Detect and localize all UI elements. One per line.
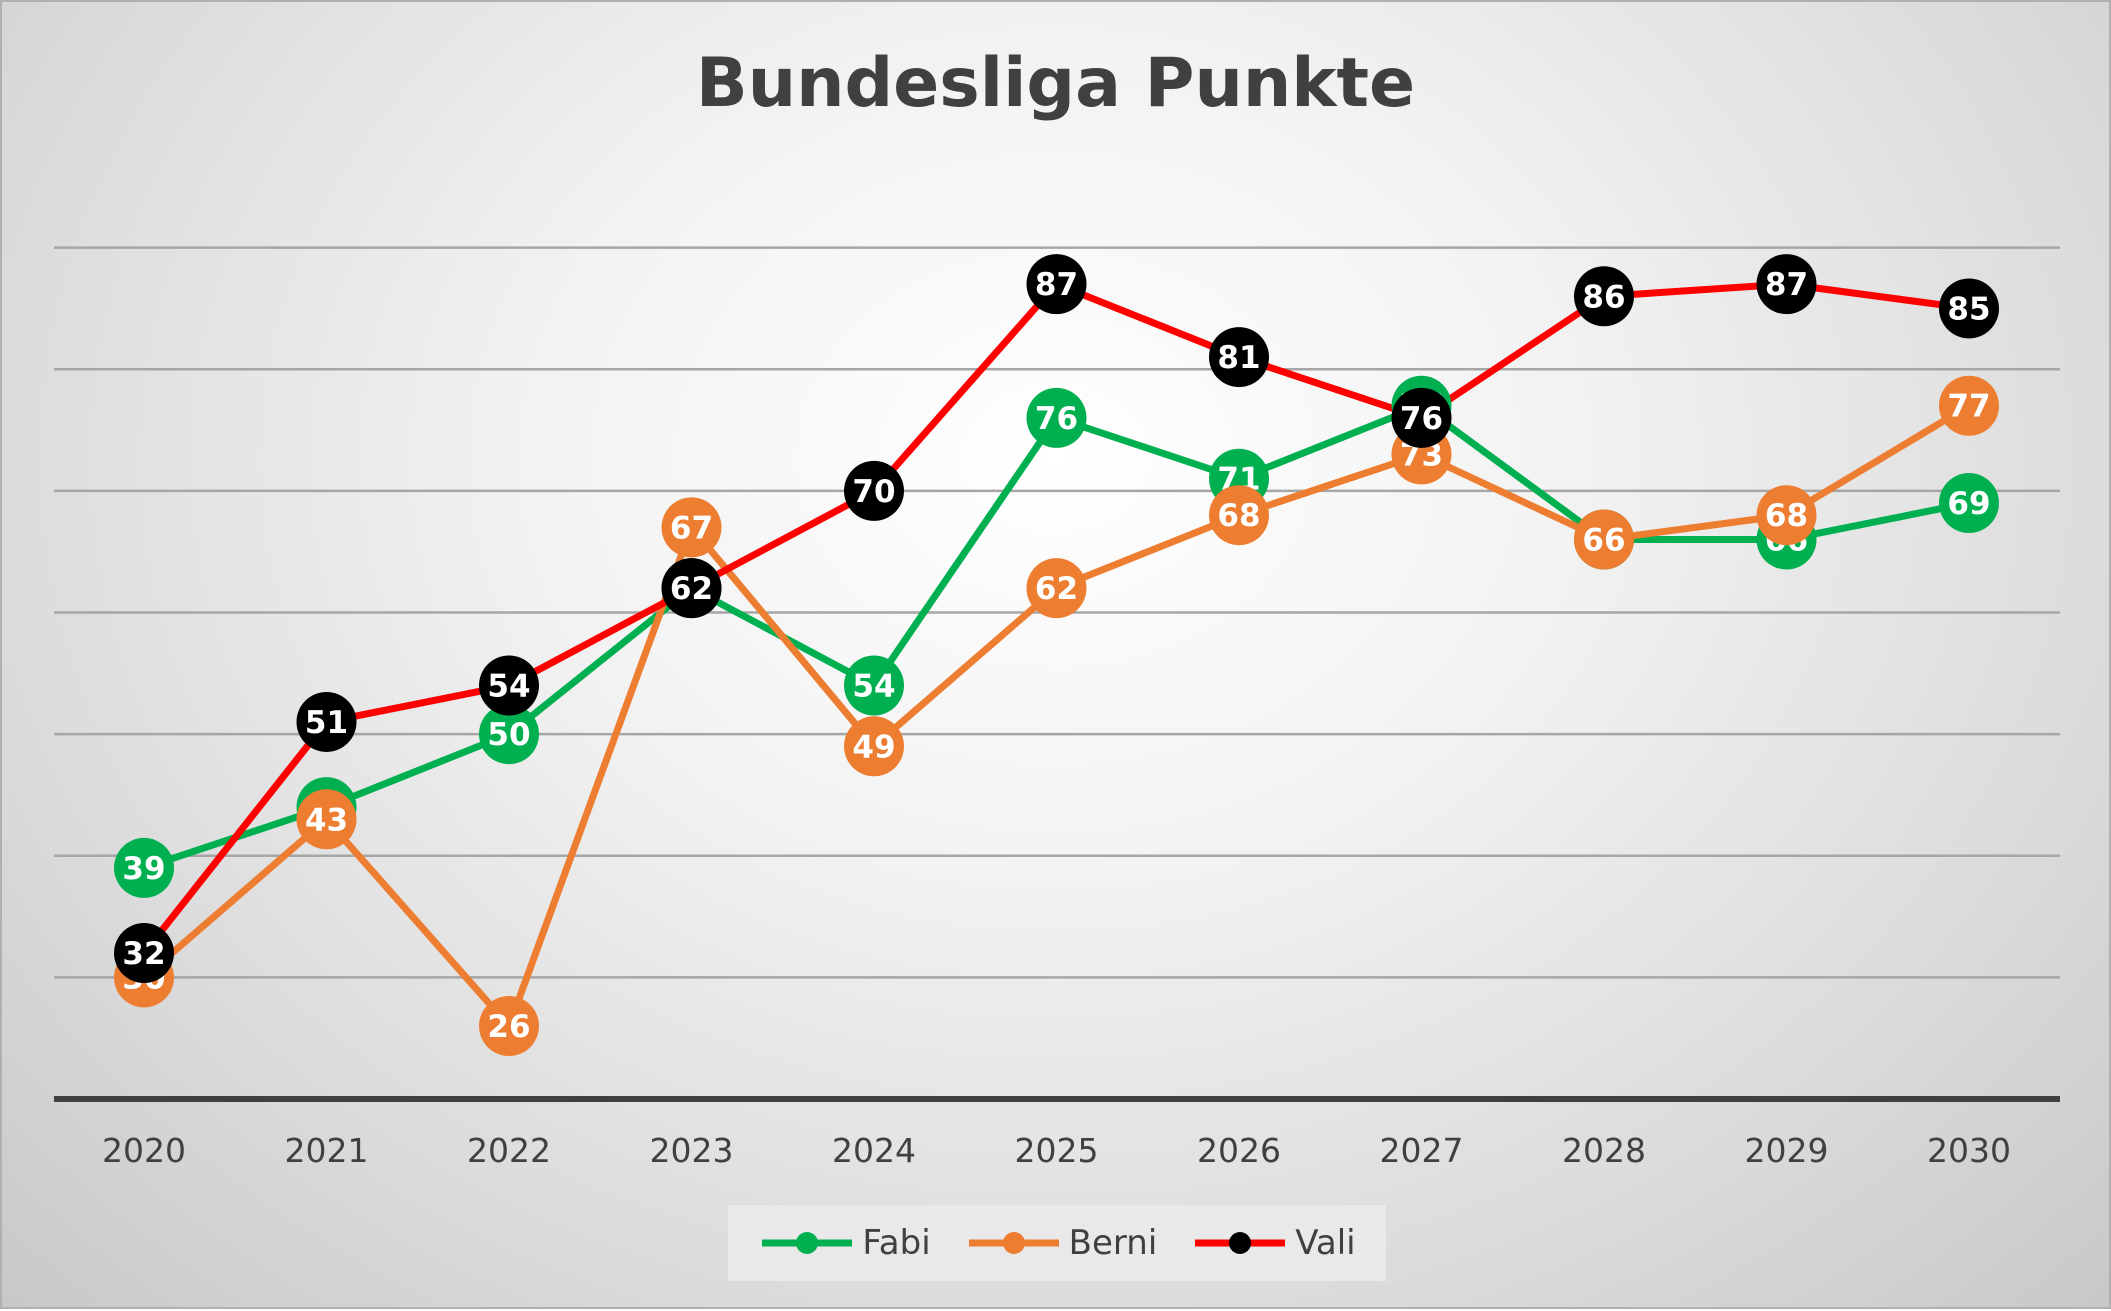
x-tick-label: 2027: [1380, 1131, 1464, 1170]
data-label-fabi: 39: [122, 851, 165, 887]
data-label-vali: 87: [1035, 267, 1078, 303]
data-marker-vali: [1209, 327, 1269, 388]
data-marker-berni: [479, 996, 539, 1057]
data-label-berni: 43: [305, 802, 348, 838]
data-marker-vali: [1391, 387, 1452, 448]
data-label-berni: 49: [852, 729, 895, 765]
data-marker-fabi: [479, 704, 539, 765]
data-label-berni: 68: [1765, 498, 1808, 534]
data-label-vali: 76: [1400, 401, 1443, 437]
x-tick-label: 2021: [285, 1131, 369, 1170]
legend-item-berni[interactable]: Berni: [965, 1223, 1158, 1263]
data-marker-fabi: [1939, 473, 1999, 534]
chart-title: Bundesliga Punkte: [695, 44, 1416, 123]
data-label-fabi: 76: [1035, 401, 1078, 437]
data-label-berni: 68: [1217, 498, 1260, 534]
data-marker-berni: [1574, 509, 1634, 570]
data-marker-vali: [1939, 278, 1999, 339]
x-tick-label: 2023: [650, 1131, 734, 1170]
x-tick-label: 2025: [1015, 1131, 1099, 1170]
data-marker-berni: [844, 716, 904, 777]
data-label-vali: 32: [122, 936, 165, 972]
data-marker-fabi: [1026, 387, 1087, 448]
data-label-fabi: 69: [1947, 486, 1990, 522]
legend-dot: [1229, 1232, 1252, 1254]
x-tick-label: 2022: [467, 1131, 551, 1170]
data-marker-vali: [1026, 254, 1087, 315]
legend: Fabi Berni Vali: [728, 1205, 1386, 1281]
series-line-berni: [141, 402, 1971, 1030]
legend-marker-icon: [968, 1232, 1059, 1254]
data-label-vali: 70: [852, 474, 895, 510]
x-tick-label: 2030: [1927, 1131, 2011, 1170]
series-line-fabi: [142, 402, 1970, 872]
data-label-vali: 62: [670, 571, 713, 607]
data-marker-vali: [1756, 254, 1817, 315]
legend-dot: [1002, 1232, 1025, 1254]
x-tick-label: 2024: [832, 1131, 916, 1170]
data-marker-vali: [114, 923, 174, 984]
data-marker-berni: [1939, 375, 1999, 436]
legend-dot: [796, 1232, 819, 1254]
x-tick-label: 2028: [1562, 1131, 1646, 1170]
data-marker-berni: [661, 497, 722, 558]
legend-label: Fabi: [862, 1223, 931, 1263]
x-tick-label: 2029: [1745, 1131, 1829, 1170]
data-label-vali: 86: [1582, 279, 1625, 315]
data-marker-vali: [1574, 266, 1634, 327]
data-label-vali: 85: [1947, 291, 1990, 327]
data-marker-fabi: [114, 837, 174, 898]
data-marker-vali: [479, 655, 539, 716]
data-label-vali: 87: [1765, 267, 1808, 303]
data-marker-berni: [1756, 485, 1817, 546]
legend-label: Vali: [1295, 1223, 1356, 1263]
data-label-fabi: 54: [852, 668, 895, 704]
data-label-berni: 66: [1582, 523, 1625, 559]
data-label-vali: 54: [487, 668, 530, 704]
data-label-berni: 62: [1035, 571, 1078, 607]
data-label-vali: 51: [305, 705, 348, 741]
legend-item-fabi[interactable]: Fabi: [758, 1223, 931, 1263]
data-label-berni: 77: [1947, 389, 1990, 425]
data-marker-berni: [296, 789, 357, 850]
data-marker-berni: [1209, 485, 1269, 546]
data-marker-berni: [1026, 558, 1087, 619]
legend-marker-icon: [762, 1232, 853, 1254]
data-label-fabi: 50: [487, 717, 530, 753]
series-line-vali: [141, 280, 1970, 956]
legend-label: Berni: [1068, 1223, 1158, 1263]
data-label-vali: 81: [1217, 340, 1260, 376]
data-marker-fabi: [844, 655, 904, 716]
data-marker-vali: [661, 558, 722, 619]
legend-item-vali[interactable]: Vali: [1191, 1223, 1356, 1263]
x-tick-label: 2020: [102, 1131, 186, 1170]
data-label-berni: 26: [487, 1009, 530, 1045]
legend-marker-icon: [1195, 1232, 1286, 1254]
data-marker-vali: [296, 691, 357, 752]
data-label-berni: 67: [670, 510, 713, 546]
x-tick-label: 2026: [1197, 1131, 1281, 1170]
data-marker-vali: [844, 460, 904, 521]
